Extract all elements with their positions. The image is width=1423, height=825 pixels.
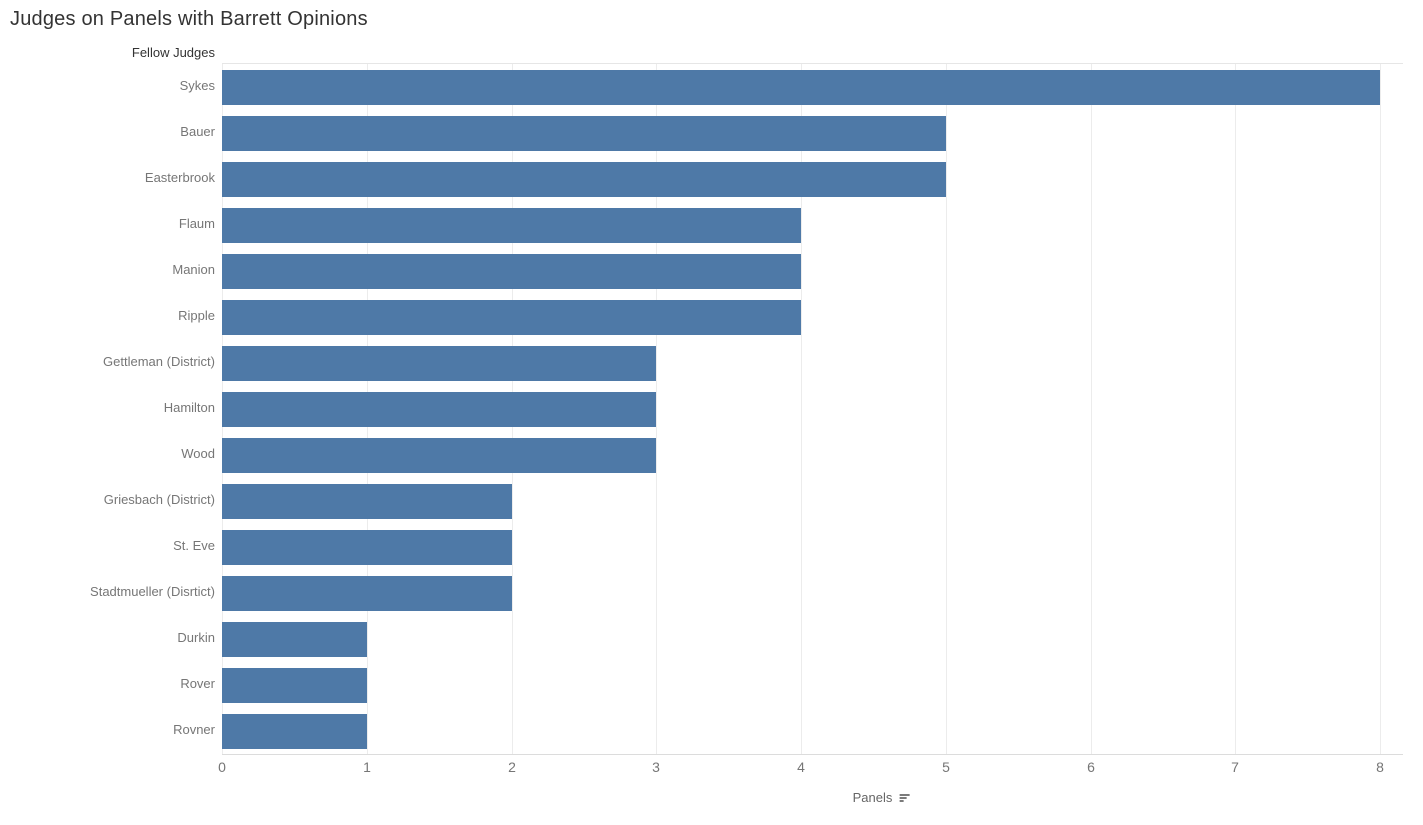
- row-label[interactable]: Rover: [180, 676, 215, 691]
- x-tick-label: 0: [218, 759, 226, 775]
- bar[interactable]: [222, 345, 656, 381]
- plot-area: [222, 63, 1403, 755]
- bar[interactable]: [222, 621, 367, 657]
- bar[interactable]: [222, 437, 656, 473]
- bar[interactable]: [222, 529, 512, 565]
- bar[interactable]: [222, 713, 367, 749]
- x-tick-label: 7: [1231, 759, 1239, 775]
- bar[interactable]: [222, 253, 801, 289]
- bar[interactable]: [222, 115, 946, 151]
- x-tick-label: 8: [1376, 759, 1384, 775]
- row-label[interactable]: Rovner: [173, 722, 215, 737]
- row-label[interactable]: Griesbach (District): [103, 492, 215, 507]
- row-label[interactable]: Gettleman (District): [103, 354, 215, 369]
- sort-bar-short: [899, 799, 904, 802]
- sort-bar-medium: [899, 796, 907, 799]
- row-label[interactable]: Wood: [181, 446, 215, 461]
- x-tick-label: 1: [363, 759, 371, 775]
- x-axis-label-text: Panels: [852, 790, 893, 805]
- bar[interactable]: [222, 299, 801, 335]
- gridline: [946, 64, 947, 754]
- row-label[interactable]: Stadtmueller (Disrtict): [90, 584, 215, 599]
- x-tick-label: 3: [652, 759, 660, 775]
- row-label[interactable]: Ripple: [178, 308, 215, 323]
- row-label[interactable]: Durkin: [177, 630, 215, 645]
- gridline: [801, 64, 802, 754]
- x-tick-label: 5: [942, 759, 950, 775]
- x-tick-label: 6: [1087, 759, 1095, 775]
- bar[interactable]: [222, 575, 512, 611]
- row-label[interactable]: Manion: [172, 262, 215, 277]
- bar[interactable]: [222, 207, 801, 243]
- sort-bar-long: [899, 793, 910, 796]
- y-axis-header: Fellow Judges: [131, 45, 215, 60]
- row-label[interactable]: Bauer: [180, 124, 215, 139]
- bar[interactable]: [222, 69, 1380, 105]
- row-label[interactable]: Flaum: [178, 216, 215, 231]
- x-tick-label: 2: [508, 759, 516, 775]
- gridline: [1091, 64, 1092, 754]
- x-tick-label: 4: [797, 759, 805, 775]
- bar[interactable]: [222, 391, 656, 427]
- x-axis-label: Panels: [853, 790, 910, 805]
- row-label[interactable]: Easterbrook: [144, 170, 215, 185]
- row-label[interactable]: Sykes: [179, 78, 215, 93]
- row-label[interactable]: Hamilton: [163, 400, 215, 415]
- gridline: [1235, 64, 1236, 754]
- row-label[interactable]: St. Eve: [173, 538, 215, 553]
- bar[interactable]: [222, 483, 512, 519]
- sort-descending-icon[interactable]: [899, 793, 910, 802]
- bar[interactable]: [222, 667, 367, 703]
- gridline: [656, 64, 657, 754]
- bar[interactable]: [222, 161, 946, 197]
- chart-title: Judges on Panels with Barrett Opinions: [10, 8, 368, 30]
- gridline: [1380, 64, 1381, 754]
